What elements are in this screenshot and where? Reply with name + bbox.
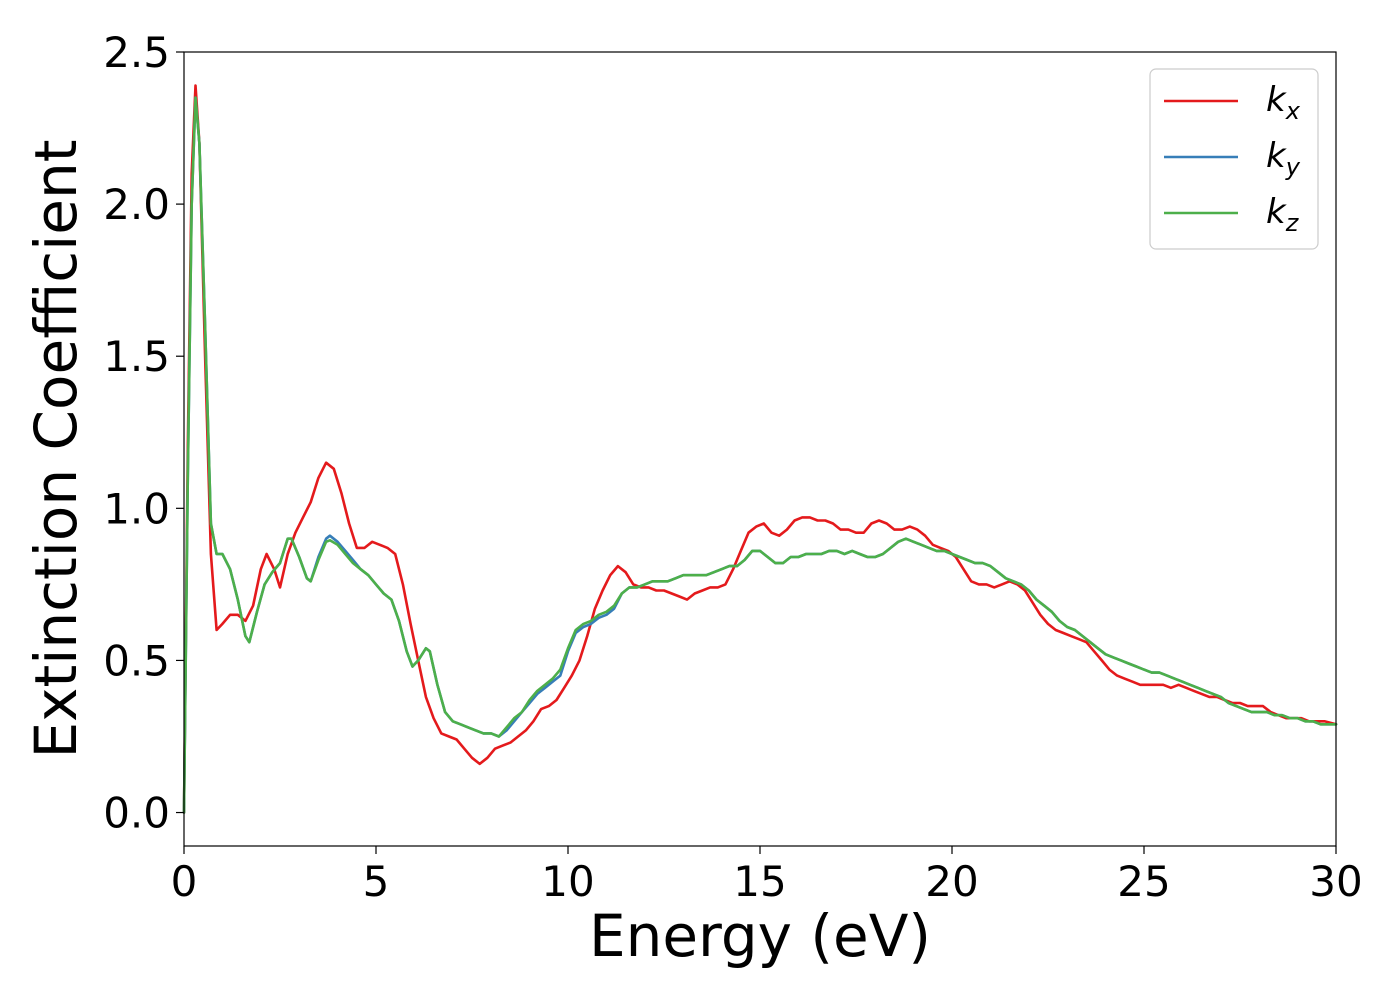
legend-label-base: k: [1266, 80, 1287, 120]
x-tick-label: 15: [733, 857, 786, 906]
x-axis: 0 5 10 15 20 25 30: [171, 846, 1363, 906]
legend-label-sub: y: [1285, 153, 1301, 181]
y-tick-label: 1.0: [103, 484, 170, 533]
x-tick-label: 30: [1309, 857, 1362, 906]
x-tick-label: 20: [925, 857, 978, 906]
legend-label-z: kz: [1266, 192, 1300, 237]
y-axis-title: Extinction Coefficient: [22, 140, 90, 759]
y-tick-label: 0.0: [103, 789, 170, 838]
series-line-x: [182, 84, 1338, 814]
y-tick-label: 1.5: [103, 332, 170, 381]
legend-label-sub: z: [1285, 209, 1300, 237]
legend-label-y: ky: [1266, 136, 1301, 181]
legend-label-base: k: [1266, 192, 1287, 232]
legend-label-sub: x: [1285, 97, 1301, 125]
legend-box: [1149, 68, 1319, 250]
y-axis: 0.0 0.5 1.0 1.5 2.0 2.5: [103, 28, 184, 838]
series-layer: [182, 84, 1338, 814]
x-tick-label: 5: [363, 857, 390, 906]
x-tick-label: 10: [541, 857, 594, 906]
x-tick-label: 0: [171, 857, 198, 906]
y-tick-label: 2.5: [103, 28, 170, 77]
x-tick-label: 25: [1117, 857, 1170, 906]
y-tick-label: 0.5: [103, 636, 170, 685]
x-axis-title: Energy (eV): [589, 902, 931, 970]
y-tick-label: 2.0: [103, 180, 170, 229]
legend-label-base: k: [1266, 136, 1287, 176]
legend-label-x: kx: [1266, 80, 1301, 125]
series-line-z: [182, 96, 1338, 814]
